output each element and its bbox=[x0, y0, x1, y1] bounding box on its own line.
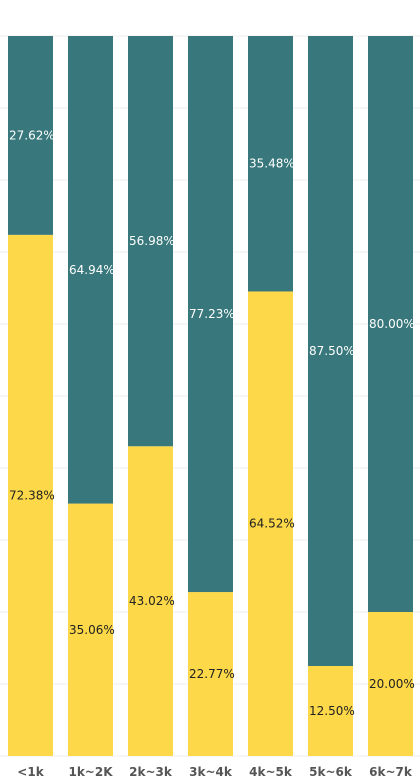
bar-segment bbox=[188, 592, 233, 756]
bar-segment bbox=[128, 446, 173, 756]
bar-segment bbox=[8, 234, 53, 757]
bar-segment bbox=[248, 36, 293, 292]
bar-segment bbox=[68, 503, 113, 756]
x-tick-label: 4k~5k bbox=[249, 765, 293, 779]
x-tick-label: 1k~2K bbox=[68, 765, 113, 779]
data-label: 20.00% bbox=[369, 677, 415, 691]
x-tick-label: 5k~6k bbox=[309, 765, 353, 779]
data-label: 64.52% bbox=[249, 517, 295, 531]
bar-segment bbox=[368, 36, 413, 612]
data-label: 56.98% bbox=[129, 234, 175, 248]
bar-segment bbox=[128, 36, 173, 447]
data-label: 35.48% bbox=[249, 157, 295, 171]
x-tick-label: 2k~3k bbox=[129, 765, 173, 779]
data-label: 80.00% bbox=[369, 317, 415, 331]
bar-segment bbox=[308, 666, 353, 756]
bar-segment bbox=[308, 36, 353, 666]
data-label: 27.62% bbox=[9, 128, 55, 142]
x-tick-label: <1k bbox=[17, 765, 44, 779]
data-label: 87.50% bbox=[309, 344, 355, 358]
bar-segment bbox=[8, 36, 53, 235]
data-label: 12.50% bbox=[309, 704, 355, 718]
x-tick-label: 6k~7k bbox=[369, 765, 413, 779]
bar-segment bbox=[188, 36, 233, 593]
data-label: 77.23% bbox=[189, 307, 235, 321]
bar-segment bbox=[248, 291, 293, 756]
data-label: 43.02% bbox=[129, 594, 175, 608]
bar-segment bbox=[68, 36, 113, 504]
data-label: 72.38% bbox=[9, 488, 55, 502]
bar-segment bbox=[368, 612, 413, 756]
x-tick-label: 3k~4k bbox=[189, 765, 233, 779]
data-label: 64.94% bbox=[69, 263, 115, 277]
data-label: 22.77% bbox=[189, 667, 235, 681]
data-label: 35.06% bbox=[69, 623, 115, 637]
